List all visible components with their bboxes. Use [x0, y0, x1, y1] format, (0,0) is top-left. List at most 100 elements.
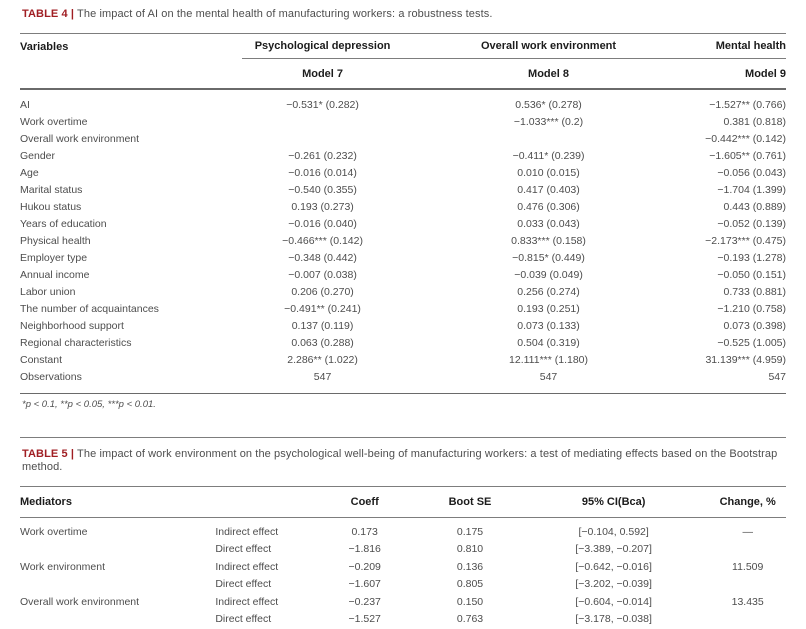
column-header-boot-se: Boot SE	[422, 486, 518, 518]
cell-m7	[242, 130, 403, 147]
cell-m7: −0.016 (0.014)	[288, 166, 357, 179]
cell-change	[709, 611, 786, 629]
cell-label: The number of acquaintances	[20, 302, 159, 315]
cell-mediator	[20, 576, 215, 594]
table4-caption: TABLE 4 | The impact of AI on the mental…	[22, 8, 786, 21]
cell-m9: −1.210 (0.758)	[717, 302, 786, 315]
cell-label: Observations	[20, 370, 82, 383]
cell-ci: [−0.642, −0.016]	[575, 560, 652, 573]
column-header-variables: Variables	[20, 33, 243, 90]
cell-label: Neighborhood support	[20, 319, 124, 332]
column-header-change-pct: Change, %	[709, 486, 786, 518]
cell-m9: −0.050 (0.151)	[717, 268, 786, 281]
table-row: Direct effect −1.816 0.810 [−3.389, −0.207]	[20, 541, 786, 559]
cell-change: 11.509	[732, 560, 764, 573]
cell-m9: −1.527** (0.766)	[709, 98, 786, 111]
table4-caption-text: The impact of AI on the mental health of…	[77, 8, 493, 20]
cell-effect: Direct effect	[215, 613, 272, 626]
table4-header: Variables Psychological depression Overa…	[20, 33, 786, 90]
column-header-psychological-depression: Psychological depression	[242, 33, 403, 59]
cell-change: —	[742, 525, 753, 538]
table-row: Labor union 0.206 (0.270) 0.256 (0.274) 0.7…	[20, 283, 786, 300]
table4-body: AI −0.531* (0.282) 0.536* (0.278) −1.527** …	[20, 89, 786, 394]
cell-m7: −0.531* (0.282)	[286, 98, 359, 111]
table-row: Direct effect −1.607 0.805 [−3.202, −0.039]	[20, 576, 786, 594]
table-row: Regional characteristics 0.063 (0.288) 0.5…	[20, 334, 786, 351]
cell-label: Labor union	[20, 285, 76, 298]
cell-label: Overall work environment	[20, 132, 140, 145]
table5-label: TABLE 5 |	[22, 448, 75, 460]
cell-m8: 0.010 (0.015)	[517, 166, 580, 179]
cell-m7: 0.206 (0.270)	[291, 285, 354, 298]
cell-coeff: −0.237	[348, 595, 381, 608]
cell-m7: −0.348 (0.442)	[288, 251, 357, 264]
cell-coeff: 0.173	[351, 525, 378, 538]
table4-footnote: *p < 0.1, **p < 0.05, ***p < 0.01.	[22, 399, 156, 410]
table-row: Marital status −0.540 (0.355) 0.417 (0.403…	[20, 181, 786, 198]
cell-m8: 547	[539, 370, 558, 383]
table-row: Age −0.016 (0.014) 0.010 (0.015) −0.056 (0.…	[20, 164, 786, 181]
cell-boot_se: 0.175	[456, 525, 484, 538]
cell-boot_se: 0.136	[456, 560, 484, 573]
column-header-mediators: Mediators	[20, 486, 216, 518]
cell-m9: −2.173*** (0.475)	[705, 234, 786, 247]
cell-boot_se: 0.763	[456, 613, 484, 626]
cell-label: Marital status	[20, 183, 83, 196]
cell-m8: 0.833*** (0.158)	[511, 234, 586, 247]
table-row: Observations 547 547 547	[20, 368, 786, 394]
column-header-overall-work-environment: Overall work environment	[402, 33, 695, 59]
table-separator-rule	[20, 437, 786, 438]
cell-m8: 0.256 (0.274)	[517, 285, 580, 298]
column-header-model-8: Model 8	[402, 58, 695, 90]
cell-m9: 31.139*** (4.959)	[705, 353, 786, 366]
cell-m7: −0.466*** (0.142)	[282, 234, 363, 247]
table4-label: TABLE 4 |	[22, 8, 75, 20]
table-row: Work overtime −1.033*** (0.2) 0.381 (0.818…	[20, 113, 786, 130]
table-row: Work environment Indirect effect −0.209 0.1…	[20, 558, 786, 576]
column-header-model-7: Model 7	[242, 58, 403, 90]
cell-change	[709, 576, 786, 594]
cell-label: Constant	[20, 353, 63, 366]
table5-header: Mediators Coeff Boot SE 95% CI(Bca) Chan…	[20, 486, 786, 518]
cell-label: Annual income	[20, 268, 90, 281]
cell-m8: 0.033 (0.043)	[517, 217, 580, 230]
cell-boot_se: 0.805	[456, 578, 484, 591]
table5-caption-text: The impact of work environment on the ps…	[22, 448, 778, 473]
cell-mediator	[20, 611, 215, 629]
table5-caption: TABLE 5 | The impact of work environment…	[22, 448, 786, 474]
cell-m7: −0.007 (0.038)	[288, 268, 357, 281]
cell-m7: −0.261 (0.232)	[288, 149, 357, 162]
cell-m8: 0.417 (0.403)	[517, 183, 580, 196]
cell-change	[709, 541, 786, 559]
cell-effect: Indirect effect	[215, 560, 279, 573]
table-row: Neighborhood support 0.137 (0.119) 0.073 (…	[20, 317, 786, 334]
table-row: Years of education −0.016 (0.040) 0.033 (0…	[20, 215, 786, 232]
cell-mediator	[20, 541, 215, 559]
column-header-coeff: Coeff	[307, 486, 423, 518]
cell-m9: −0.056 (0.043)	[717, 166, 786, 179]
cell-m8: −0.411* (0.239)	[512, 149, 585, 162]
table4-group-header-row: Variables Psychological depression Overa…	[20, 33, 786, 90]
table4-model-header-row: Model 7 Model 8 Model 9	[20, 58, 786, 90]
cell-label: Employer type	[20, 251, 88, 264]
cell-label: Age	[20, 166, 39, 179]
cell-ci: [−3.202, −0.039]	[575, 578, 652, 591]
cell-coeff: −1.816	[348, 543, 381, 556]
table-row: Overall work environment −0.442*** (0.142…	[20, 130, 786, 147]
cell-ci: [−0.604, −0.014]	[575, 595, 652, 608]
table-row: Employer type −0.348 (0.442) −0.815* (0.44…	[20, 249, 786, 266]
table-row: Work overtime Indirect effect 0.173 0.175 [−…	[20, 518, 786, 541]
cell-m8: 12.111*** (1.180)	[509, 353, 589, 366]
cell-m8	[403, 130, 694, 147]
cell-label: Gender	[20, 149, 56, 162]
cell-m9: 0.381 (0.818)	[723, 115, 786, 128]
table-row: Overall work environment Indirect effect −…	[20, 593, 786, 611]
cell-m8: 0.193 (0.251)	[517, 302, 580, 315]
table4: Variables Psychological depression Overa…	[20, 33, 786, 394]
cell-m8: −1.033*** (0.2)	[513, 115, 584, 128]
table-row: Gender −0.261 (0.232) −0.411* (0.239) −1.60…	[20, 147, 786, 164]
cell-mediator: Work overtime	[20, 525, 88, 538]
cell-m9: 0.443 (0.889)	[723, 200, 786, 213]
cell-m7: 547	[313, 370, 332, 383]
cell-m8: −0.039 (0.049)	[514, 268, 583, 281]
